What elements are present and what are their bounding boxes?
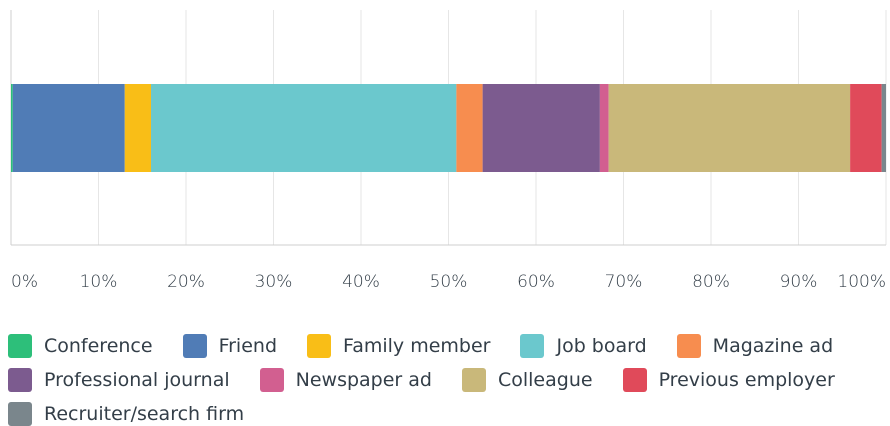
legend-label: Colleague <box>497 369 593 391</box>
bar-segment <box>11 84 13 172</box>
legend-label: Family member <box>343 335 491 357</box>
bar-segment <box>456 84 483 172</box>
legend-item: Professional journal <box>8 368 230 392</box>
legend-item: Newspaper ad <box>259 368 432 392</box>
legend-label: Previous employer <box>658 369 835 391</box>
bar-segment <box>608 84 851 172</box>
legend-item: Colleague <box>461 368 593 392</box>
bar-segment <box>124 84 151 172</box>
legend-item: Recruiter/search firm <box>8 402 244 426</box>
legend-swatch <box>520 334 545 358</box>
legend-swatch <box>8 334 32 358</box>
bar-segment <box>12 84 125 172</box>
x-tick-label: 10% <box>80 272 118 292</box>
legend-item: Previous employer <box>622 368 835 392</box>
x-tick-label: 70% <box>605 272 643 292</box>
x-tick-label: 30% <box>255 272 293 292</box>
bar-segment <box>599 84 609 172</box>
legend-item: Family member <box>307 334 490 358</box>
legend-item: Friend <box>182 334 278 358</box>
legend-label: Job board <box>556 335 647 357</box>
legend-swatch <box>182 334 207 358</box>
legend-swatch <box>8 402 32 426</box>
x-tick-label: 0% <box>11 272 38 292</box>
bar-segment <box>482 84 600 172</box>
x-tick-label: 80% <box>692 272 730 292</box>
bar-segment <box>850 84 882 172</box>
x-tick-label: 90% <box>780 272 818 292</box>
legend-label: Recruiter/search firm <box>44 403 245 425</box>
legend-swatch <box>8 368 32 392</box>
legend-swatch <box>622 368 647 392</box>
x-tick-label: 100% <box>837 272 886 292</box>
legend-swatch <box>461 368 486 392</box>
legend-item: Job board <box>520 334 647 358</box>
legend-swatch <box>259 368 284 392</box>
x-tick-label: 50% <box>430 272 468 292</box>
legend-label: Friend <box>218 335 278 357</box>
legend-label: Professional journal <box>44 369 230 391</box>
chart: 0% 10% 20% 30% 40% 50% 60% 70% 80% 90% 100% <box>10 10 887 292</box>
bar-segment <box>151 84 457 172</box>
x-tick-label: 20% <box>167 272 205 292</box>
x-tick-label: 60% <box>517 272 555 292</box>
bar-segment <box>881 84 886 172</box>
legend-label: Newspaper ad <box>295 369 432 391</box>
legend: Conference Friend Family member Job board Ma… <box>8 334 890 426</box>
x-tick-label: 40% <box>342 272 380 292</box>
legend-label: Magazine ad <box>712 335 834 357</box>
legend-swatch <box>307 334 332 358</box>
legend-label: Conference <box>44 335 153 357</box>
legend-swatch <box>676 334 701 358</box>
legend-item: Conference <box>8 334 153 358</box>
legend-item: Magazine ad <box>676 334 834 358</box>
